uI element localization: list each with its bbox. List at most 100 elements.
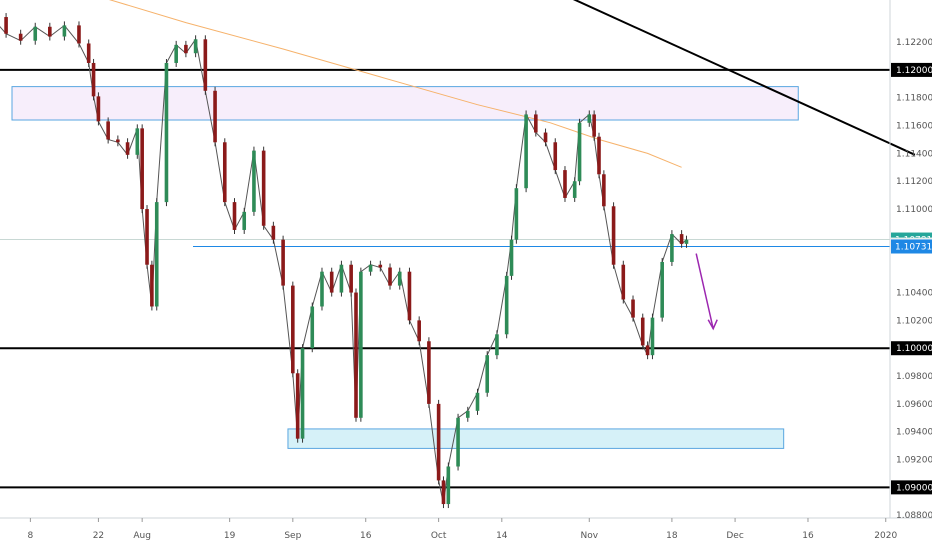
candle-down: [631, 299, 635, 318]
y-tick-label: 1.09800: [896, 372, 932, 382]
price-point: [193, 35, 198, 58]
candle-down: [281, 239, 285, 286]
x-tick-label: 22: [93, 531, 104, 541]
candle-up: [62, 25, 67, 37]
candle-up: [509, 239, 514, 276]
candle-up: [684, 239, 689, 244]
candle-down: [261, 150, 266, 226]
trendline: [572, 0, 916, 156]
candle-up: [359, 271, 363, 418]
x-tick-label: 14: [496, 531, 508, 541]
price-point: [281, 235, 285, 290]
price-point: [116, 135, 120, 147]
candle-down: [417, 320, 421, 342]
price-point: [602, 170, 606, 211]
price-point: [271, 221, 276, 244]
candle-down: [86, 43, 91, 63]
price-point: [427, 337, 431, 408]
candle-down: [4, 17, 8, 34]
price-point: [509, 235, 514, 280]
y-tick-label: 1.12000: [896, 66, 932, 76]
price-point: [368, 260, 373, 276]
candle-up: [572, 181, 577, 198]
price-point: [18, 29, 23, 45]
price-point: [572, 177, 577, 202]
down-arrow-head: [707, 319, 718, 331]
price-point: [77, 21, 81, 48]
candle-down: [291, 285, 295, 374]
price-point: [597, 132, 601, 179]
price-point: [4, 13, 8, 38]
candle-down: [91, 62, 96, 97]
candle-up: [587, 114, 592, 123]
candle-down: [378, 264, 383, 268]
price-point: [252, 146, 256, 216]
price-label: 1.10731: [895, 242, 932, 252]
price-point: [504, 271, 509, 339]
x-tick-label: 8: [28, 531, 34, 541]
candle-up: [495, 334, 499, 356]
candle-down: [679, 234, 684, 244]
price-point: [684, 235, 689, 248]
price-point: [397, 267, 402, 290]
price-point: [543, 128, 548, 147]
candle-down: [203, 39, 208, 91]
candle-down: [407, 271, 412, 321]
candle-down: [106, 121, 110, 140]
price-point: [378, 260, 383, 272]
x-tick-label: 19: [224, 531, 236, 541]
candle-up: [193, 39, 198, 54]
y-tick-label: 1.11800: [896, 94, 932, 104]
down-arrow-shaft: [695, 253, 714, 329]
price-point: [621, 260, 626, 304]
candle-down: [640, 317, 645, 346]
candle-down: [563, 170, 567, 198]
price-point: [291, 281, 295, 378]
price-point: [96, 92, 101, 126]
candle-up: [174, 44, 178, 63]
x-tick-label: 16: [802, 531, 814, 541]
candle-down: [427, 341, 431, 404]
price-point: [33, 22, 38, 45]
price-point: [645, 341, 650, 360]
price-point: [213, 86, 217, 147]
candle-up: [650, 317, 655, 356]
y-tick-label: 1.09400: [896, 428, 932, 438]
price-point: [354, 288, 358, 422]
price-point: [242, 207, 247, 234]
y-tick-label: 1.11400: [896, 149, 932, 159]
price-point: [91, 58, 96, 101]
candle-down: [611, 206, 616, 265]
y-tick-label: 1.08800: [896, 511, 932, 521]
candle-down: [329, 271, 334, 293]
price-point: [106, 117, 110, 144]
price-point: [577, 118, 582, 186]
price-point: [62, 21, 67, 41]
price-point: [349, 260, 353, 297]
candle-up: [456, 417, 460, 467]
price-point: [640, 313, 645, 350]
y-tick-label: 1.10200: [896, 316, 932, 326]
price-point: [446, 462, 451, 509]
candle-down: [597, 136, 601, 175]
price-point: [329, 267, 334, 297]
x-tick-label: 16: [360, 531, 372, 541]
candle-down: [534, 114, 538, 133]
price-point: [300, 344, 305, 443]
price-point: [125, 138, 130, 159]
price-point: [485, 351, 490, 397]
candle-up: [164, 62, 169, 203]
price-point: [475, 388, 480, 415]
candle-down: [145, 209, 149, 265]
zone-0: [11, 86, 799, 121]
price-point: [611, 202, 616, 269]
candle-up: [670, 234, 674, 262]
x-tick-label: Nov: [580, 531, 598, 541]
price-point: [339, 260, 344, 297]
y-tick-label: 1.11600: [896, 122, 932, 132]
y-tick-label: 1.09200: [896, 456, 932, 466]
price-point: [417, 316, 421, 346]
candle-up: [577, 122, 582, 182]
y-tick-label: 1.11000: [896, 205, 932, 215]
